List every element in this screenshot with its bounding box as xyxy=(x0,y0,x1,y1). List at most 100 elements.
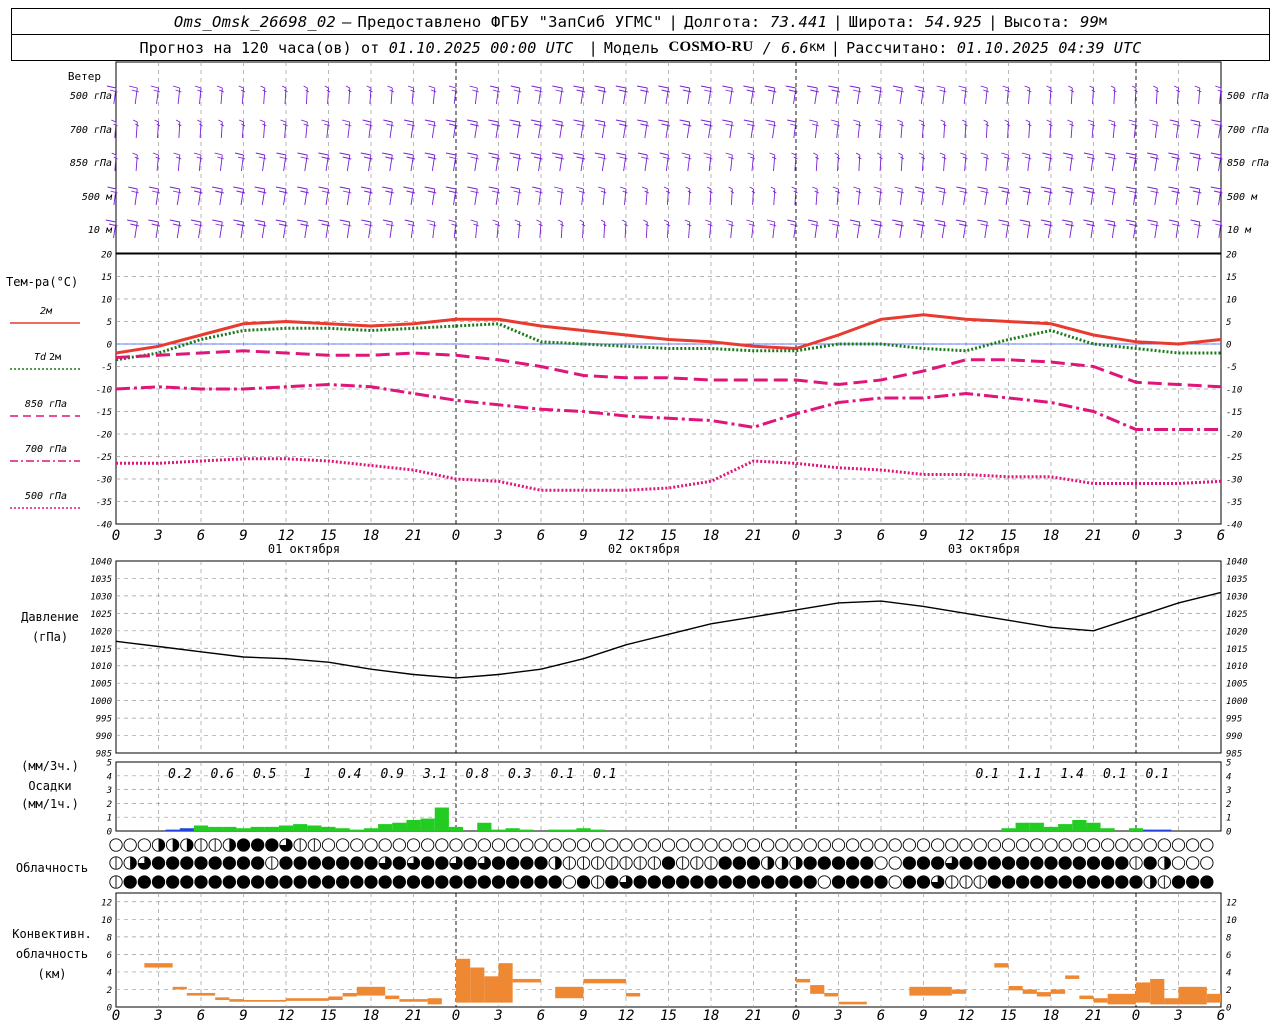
wind-barb xyxy=(467,186,479,206)
wind-barb xyxy=(766,219,777,239)
cloud-symbol xyxy=(251,875,265,889)
cloud-symbol xyxy=(690,875,704,889)
wind-barb xyxy=(830,119,841,139)
wind-barb xyxy=(1169,119,1181,139)
precip-bar xyxy=(590,829,605,831)
precip-bar xyxy=(1058,824,1073,831)
cloud-symbol xyxy=(123,838,137,852)
cloud-symbol xyxy=(463,856,477,870)
cloud-symbol-mark xyxy=(1164,856,1171,870)
cloud-symbol xyxy=(293,875,307,889)
precip-panel-ytick-left: 2 xyxy=(107,800,112,810)
temp-legend-label: 2м xyxy=(40,306,53,317)
precip-bar xyxy=(505,828,520,831)
temp-panel-ytick-right: 20 xyxy=(1226,251,1237,261)
cloud-symbol xyxy=(477,838,491,852)
wind-barb xyxy=(1190,119,1202,139)
cloud-symbol xyxy=(690,838,704,852)
precip-bar xyxy=(420,818,435,831)
convective-bar xyxy=(1178,986,1207,1005)
wind-barb xyxy=(339,219,352,239)
wind-barb xyxy=(424,119,437,139)
provider-text: Предоставлено ФГБУ "ЗапСиб УГМС" xyxy=(357,12,663,31)
wind-barb xyxy=(276,152,288,172)
cloud-symbol xyxy=(350,856,364,870)
temp-panel-ytick-left: 15 xyxy=(101,273,112,283)
cloud-symbol xyxy=(846,856,860,870)
wind-level-right: 850 гПа xyxy=(1227,158,1269,169)
precip-3h-total: 0.9 xyxy=(381,767,404,782)
cloud-symbol xyxy=(137,875,151,889)
cloud-symbol xyxy=(265,838,279,852)
convective-panel-ytick-right: 4 xyxy=(1226,968,1231,978)
cloud-symbol xyxy=(916,838,931,852)
cloud-symbol xyxy=(1058,856,1072,870)
cloud-symbol xyxy=(236,838,251,852)
cloud-symbol xyxy=(520,856,534,870)
temp-panel-xtick: 0 xyxy=(792,528,800,544)
convective-bar xyxy=(1079,995,1094,1000)
cloud-symbol xyxy=(761,838,775,852)
wind-barb xyxy=(977,219,989,239)
wind-barb xyxy=(193,152,203,172)
wind-barb xyxy=(1021,152,1032,172)
wind-barb xyxy=(488,152,501,172)
wind-barb xyxy=(769,152,777,172)
cloud-symbol xyxy=(1016,875,1030,889)
convective-panel-xtick: 12 xyxy=(958,1008,975,1024)
cloud-symbol xyxy=(959,856,973,870)
wind-barb xyxy=(467,119,479,139)
model-resolution: / 6.6 xyxy=(762,38,809,57)
model-resolution-unit: км xyxy=(808,40,825,55)
convective-panel-xtick: 0 xyxy=(792,1008,800,1024)
convective-bar xyxy=(626,992,641,997)
wind-barb xyxy=(128,186,139,206)
pressure-panel-ytick-left: 1040 xyxy=(90,558,112,568)
cloud-symbol xyxy=(194,875,208,889)
cloud-symbol xyxy=(392,856,406,870)
wind-barb xyxy=(154,119,161,139)
precip-bar xyxy=(1128,828,1144,831)
pressure-panel-ytick-right: 1020 xyxy=(1226,627,1248,637)
cloud-symbol xyxy=(166,875,180,889)
wind-barb xyxy=(1168,186,1181,206)
convective-bar xyxy=(1136,982,1151,1003)
cloud-symbol xyxy=(1058,838,1072,852)
cloud-symbol xyxy=(1001,875,1016,889)
wind-level-right: 500 м xyxy=(1227,192,1258,203)
convective-panel-ytick-left: 4 xyxy=(107,968,112,978)
cloud-symbol xyxy=(803,856,817,870)
cloud-symbol xyxy=(463,875,477,889)
wind-level-left: 500 гПа xyxy=(70,91,112,102)
temp-panel-xtick: 6 xyxy=(537,528,545,544)
convective-bar xyxy=(427,998,442,1005)
convective-panel-ytick-right: 8 xyxy=(1226,933,1231,943)
wind-barb xyxy=(1128,119,1138,139)
wind-barb xyxy=(659,152,671,172)
station-name: Oms_Omsk_26698_02 xyxy=(173,12,336,31)
precip-3h-total: 0.5 xyxy=(253,767,277,782)
precip-panel-ytick-left: 0 xyxy=(107,828,112,838)
pressure-panel-ytick-right: 1010 xyxy=(1226,662,1248,672)
wind-barb xyxy=(360,186,373,206)
cloud-symbol-mark xyxy=(449,856,463,870)
temp-legend-label: Td xyxy=(34,352,47,363)
precip-bar xyxy=(363,828,379,831)
temp-panel-xtick: 6 xyxy=(1217,528,1225,544)
precip-bar xyxy=(1015,822,1030,831)
cloud-symbol xyxy=(902,856,916,870)
temp-panel-xtick: 15 xyxy=(320,528,337,544)
cloud-symbol xyxy=(761,875,775,889)
convective-panel-ytick-left: 8 xyxy=(107,933,112,943)
precip-panel-ytick-left: 5 xyxy=(107,759,112,769)
cloud-symbol xyxy=(421,875,435,889)
wind-barb xyxy=(621,219,628,239)
wind-barb xyxy=(834,152,841,172)
wind-barb xyxy=(679,85,692,105)
cloud-symbol xyxy=(973,838,987,852)
wind-barb xyxy=(616,152,628,172)
pressure-title: Давление xyxy=(21,610,79,624)
cloud-symbol xyxy=(1044,856,1058,870)
precip-bar xyxy=(548,829,563,831)
